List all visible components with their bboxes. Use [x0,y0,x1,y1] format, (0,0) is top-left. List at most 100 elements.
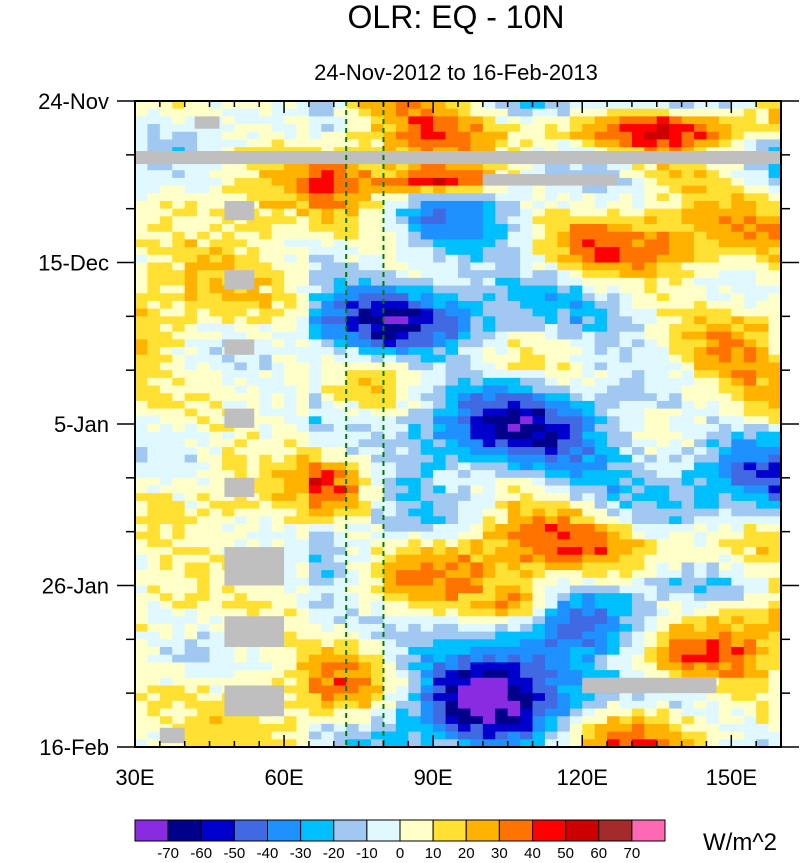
heatmap-cell [135,523,149,533]
heatmap-cell [470,547,484,556]
heatmap-cell [681,124,695,133]
heatmap-cell [520,716,534,725]
heatmap-cell [284,139,298,148]
heatmap-cell [135,639,149,648]
heatmap-cell [582,693,596,702]
heatmap-cell [408,277,422,287]
heatmap-cell [768,454,782,464]
heatmap-cell [296,200,310,210]
heatmap-cell [768,493,782,502]
heatmap-cell [321,170,335,179]
heatmap-cell [184,247,198,256]
heatmap-cell [669,416,683,425]
heatmap-cell [569,516,583,525]
heatmap-cell [433,454,447,464]
heatmap-cell [507,124,521,133]
heatmap-cell [284,477,298,487]
heatmap-cell [532,593,546,602]
heatmap-cell [495,101,509,110]
heatmap-cell [346,600,360,610]
heatmap-cell [470,316,484,325]
heatmap-cell [644,262,658,271]
heatmap-cell [644,670,658,679]
heatmap-cell [557,739,571,748]
heatmap-cell [408,616,422,625]
heatmap-cell [569,639,583,648]
heatmap-cell [458,385,472,394]
heatmap-cell [557,670,571,679]
heatmap-cell [458,562,472,571]
heatmap-cell [669,124,683,133]
heatmap-cell [507,331,521,340]
heatmap-cell [582,447,596,456]
heatmap-cell [569,324,583,333]
heatmap-cell [433,554,447,564]
heatmap-cell [284,262,298,271]
heatmap-cell [694,477,708,487]
heatmap-cell [221,239,235,248]
heatmap-cell [458,516,472,525]
heatmap-cell [557,385,571,394]
heatmap-cell [520,224,534,233]
heatmap-cell [395,670,409,679]
heatmap-cell [458,454,472,464]
heatmap-cell [507,424,521,433]
heatmap-cell [694,424,708,433]
heatmap-cell [221,316,235,325]
heatmap-cell [383,547,397,556]
heatmap-cell [644,631,658,640]
heatmap-cell [296,700,310,710]
heatmap-cell [669,493,683,502]
heatmap-cell [743,616,757,625]
heatmap-cell [284,547,298,556]
heatmap-cell [420,585,434,594]
heatmap-cell [221,362,235,371]
heatmap-cell [346,639,360,648]
heatmap-cell [333,362,347,371]
heatmap-cell [284,593,298,602]
heatmap-cell [557,708,571,717]
heatmap-cell [594,116,608,125]
heatmap-cell [209,377,223,387]
heatmap-cell [706,193,720,202]
heatmap-cell [458,170,472,179]
heatmap-cell [706,585,720,594]
heatmap-cell [408,308,422,317]
heatmap-cell [284,570,298,579]
x-tick-label: 120E [557,765,608,790]
heatmap-cell [371,654,385,663]
heatmap-cell [656,416,670,425]
heatmap-cell [681,708,695,717]
heatmap-cell [246,377,260,387]
heatmap-cell [594,708,608,717]
heatmap-cell [544,347,558,356]
heatmap-cell [333,462,347,471]
heatmap-cell [321,716,335,725]
heatmap-cell [321,477,335,487]
heatmap-cell [284,277,298,287]
heatmap-cell [544,293,558,302]
heatmap-cell [594,700,608,710]
heatmap-cell [271,447,285,456]
heatmap-cell [656,708,670,717]
heatmap-cell [495,116,509,125]
heatmap-cell [259,247,273,256]
heatmap-cell [308,393,322,402]
heatmap-cell [768,500,782,510]
heatmap-cell [619,416,633,425]
heatmap-cell [694,331,708,340]
heatmap-cell [234,600,248,610]
heatmap-cell [594,262,608,271]
heatmap-cell [209,293,223,302]
heatmap-cell [346,185,360,194]
heatmap-cell [507,131,521,141]
heatmap-cell [768,577,782,587]
heatmap-cell [420,647,434,656]
heatmap-cell [184,454,198,464]
heatmap-cell [495,254,509,264]
heatmap-cell [197,447,211,456]
heatmap-cell [433,662,447,671]
heatmap-cell [433,324,447,333]
heatmap-cell [507,324,521,333]
heatmap-cell [507,224,521,233]
